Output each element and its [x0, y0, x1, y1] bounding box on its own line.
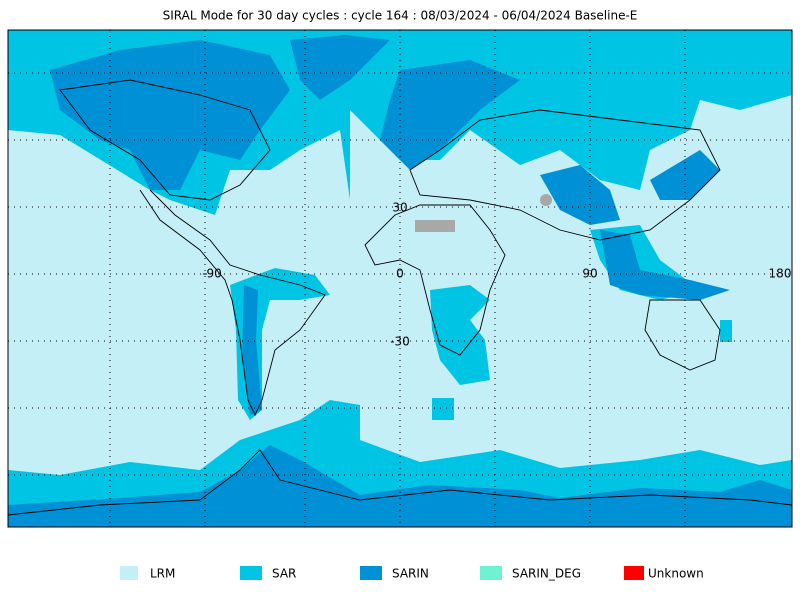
map-title: SIRAL Mode for 30 day cycles : cycle 164… — [163, 9, 638, 23]
legend: LRM SAR SARIN SARIN_DEG Unknown — [120, 566, 704, 581]
sarin-canada — [50, 40, 290, 190]
legend-label: Unknown — [648, 567, 704, 581]
map: -90 0 90 180 30 -30 0 — [7, 29, 793, 528]
lon-label: 180 — [769, 267, 792, 281]
sarin-europe — [380, 60, 520, 170]
legend-swatch — [624, 566, 644, 580]
coastline — [364, 204, 506, 356]
lon-label: 0 — [396, 267, 404, 281]
lat-label: -30 — [390, 335, 410, 349]
coastline — [7, 449, 793, 516]
coastline — [139, 189, 326, 417]
sarin-indonesia — [600, 230, 730, 300]
sar-africa — [430, 285, 490, 385]
legend-label: SAR — [272, 567, 296, 581]
legend-swatch — [480, 566, 502, 580]
no-data-patch — [415, 220, 455, 232]
coastline — [409, 109, 721, 241]
sarin-andes — [242, 285, 262, 415]
legend-swatch — [360, 566, 382, 580]
legend-swatch — [120, 566, 138, 580]
legend-label: SARIN_DEG — [512, 567, 581, 581]
coastline — [59, 79, 271, 201]
sarin-greenland — [290, 35, 390, 100]
legend-swatch — [240, 566, 262, 580]
sar-patch — [432, 398, 454, 420]
legend-label: SARIN — [392, 567, 429, 581]
graticule — [8, 30, 792, 527]
sarin-antarctic — [8, 445, 792, 527]
lon-label: 90 — [582, 267, 597, 281]
lat-label: 30 — [392, 201, 407, 215]
lon-label: -90 — [202, 267, 222, 281]
no-data-patch — [540, 194, 552, 206]
sar-patch — [720, 320, 732, 342]
legend-label: LRM — [150, 567, 175, 581]
coastline — [644, 299, 721, 371]
map-frame — [7, 29, 793, 528]
sarin-himalaya — [540, 165, 620, 225]
